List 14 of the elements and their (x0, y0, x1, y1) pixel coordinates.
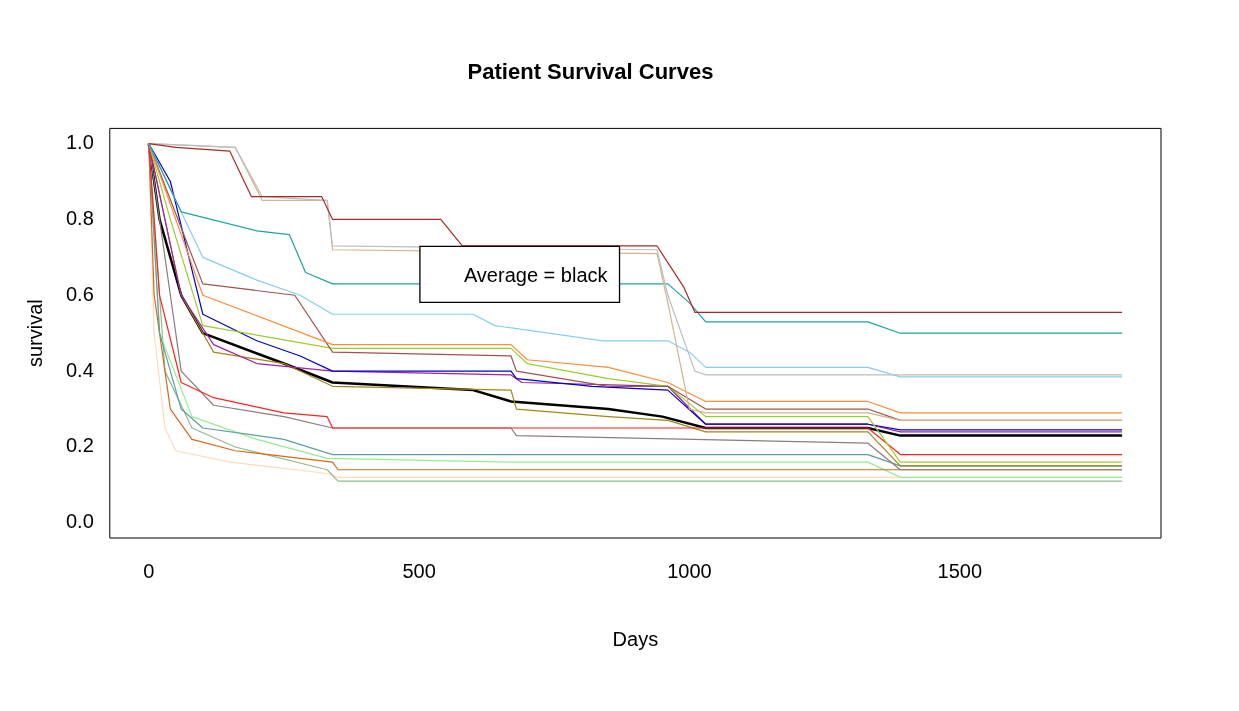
x-tick-label: 1000 (667, 559, 712, 582)
x-tick-label: 0 (143, 559, 155, 582)
y-tick-label: 0.8 (65, 206, 94, 229)
y-tick-label: 1.0 (65, 131, 94, 154)
y-tick-label: 0.0 (65, 510, 94, 533)
y-tick-label: 0.2 (65, 434, 94, 457)
y-axis-title: survival (23, 299, 46, 368)
chart-title: Patient Survival Curves (467, 59, 714, 85)
x-tick-label: 500 (402, 559, 436, 582)
x-tick-label: 1500 (937, 559, 983, 582)
x-axis-title: Days (612, 627, 659, 650)
y-tick-label: 0.4 (65, 358, 94, 381)
y-tick-label: 0.6 (65, 282, 94, 305)
annotation: Average = black (463, 263, 609, 286)
